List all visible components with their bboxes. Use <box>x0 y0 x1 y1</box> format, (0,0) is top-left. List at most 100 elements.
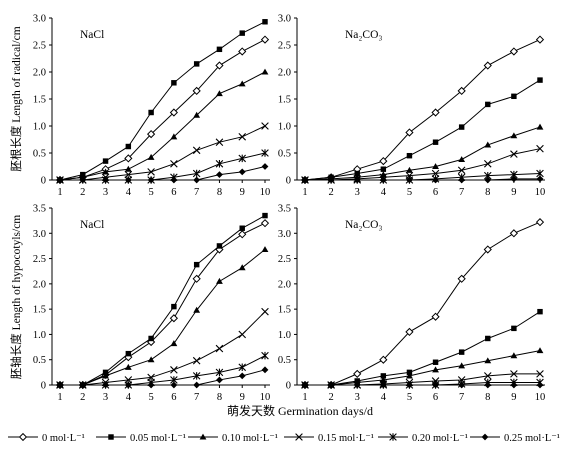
data-point <box>171 80 177 86</box>
data-point <box>170 366 178 374</box>
data-point <box>171 303 177 310</box>
data-point <box>432 176 439 184</box>
x-tick-label: 7 <box>194 392 199 403</box>
data-point <box>216 46 223 53</box>
data-point <box>147 168 155 176</box>
series-4 <box>56 122 269 184</box>
data-point <box>238 47 247 56</box>
y-axis-title-top: 胚根长度 Length of radical/cm <box>9 26 23 171</box>
y-tick-label: 1.5 <box>33 305 46 316</box>
legend-label: 0.25 mol·L⁻¹ <box>504 433 560 444</box>
legend-label: 0.15 mol·L⁻¹ <box>318 433 374 444</box>
x-tick-label: 5 <box>148 392 153 403</box>
data-point <box>193 381 201 389</box>
legend-entry: 0.15 mol·L⁻¹ <box>284 433 374 444</box>
data-point <box>432 139 439 145</box>
data-point <box>354 170 360 177</box>
data-point <box>510 381 518 389</box>
data-point <box>102 369 109 376</box>
data-point <box>170 160 178 168</box>
data-point <box>353 176 361 184</box>
data-point <box>56 381 64 389</box>
data-point <box>215 160 224 168</box>
legend-marker <box>18 432 28 442</box>
panel-label: Na₂CO₃ <box>345 219 382 231</box>
data-point <box>238 80 246 87</box>
data-point <box>261 122 269 130</box>
data-point <box>124 176 132 184</box>
legend-entry: 0.20 mol·L⁻¹ <box>378 433 468 444</box>
y-tick-label: 0.5 <box>33 355 46 366</box>
data-point <box>193 261 200 268</box>
data-point <box>192 372 201 380</box>
x-tick-label: 10 <box>260 187 271 198</box>
y-tick-label: 3.0 <box>33 14 46 25</box>
x-tick-label: 8 <box>217 392 222 403</box>
data-point <box>379 381 387 389</box>
data-point <box>406 166 413 173</box>
series-line <box>305 350 541 386</box>
x-tick-label: 9 <box>511 187 516 198</box>
data-point <box>193 306 201 313</box>
data-point <box>238 330 247 339</box>
data-point <box>102 381 109 389</box>
x-tick-label: 9 <box>240 392 245 403</box>
series-1 <box>300 35 545 185</box>
data-point <box>192 356 201 365</box>
legend-marker <box>389 433 397 441</box>
x-tick-label: 4 <box>126 392 132 403</box>
x-axis-title: 萌发天数 Germination days/d <box>227 403 373 418</box>
data-point <box>458 362 466 369</box>
data-point <box>432 381 439 389</box>
series-line <box>305 178 540 181</box>
series-3 <box>301 347 544 388</box>
x-tick-label: 2 <box>80 187 85 198</box>
x-tick-label: 4 <box>381 392 387 403</box>
data-point <box>260 219 270 228</box>
data-point <box>380 373 387 379</box>
data-point <box>509 47 518 56</box>
series-line <box>304 126 541 181</box>
x-tick-label: 10 <box>535 187 546 198</box>
series-4 <box>56 307 269 389</box>
x-tick-label: 1 <box>57 187 62 198</box>
x-tick-label: 2 <box>80 392 85 403</box>
y-tick-label: 3.0 <box>278 14 291 25</box>
y-tick-label: 0.5 <box>278 355 291 366</box>
x-tick-label: 6 <box>433 187 438 198</box>
series-line <box>60 369 266 386</box>
y-tick-label: 0 <box>286 381 291 392</box>
data-point <box>261 163 269 170</box>
y-tick-label: 2.0 <box>33 68 46 79</box>
data-point <box>102 158 109 164</box>
series-2 <box>57 19 268 183</box>
data-point <box>458 349 465 355</box>
y-tick-label: 1.5 <box>33 95 46 106</box>
data-point <box>301 381 309 389</box>
data-point <box>484 381 492 389</box>
data-point <box>431 169 440 178</box>
y-tick-label: 0 <box>41 176 46 187</box>
data-point <box>261 366 269 374</box>
data-point <box>261 246 269 253</box>
data-point <box>192 274 201 283</box>
x-tick-label: 4 <box>126 187 132 198</box>
data-point <box>238 133 247 141</box>
data-point <box>406 176 413 184</box>
x-tick-label: 3 <box>103 187 108 198</box>
data-point <box>170 340 178 347</box>
data-point <box>353 369 362 378</box>
data-point <box>102 176 109 184</box>
data-point <box>192 86 201 96</box>
data-point <box>483 245 492 254</box>
data-point <box>485 335 491 342</box>
y-tick-label: 2.5 <box>33 254 46 265</box>
data-point <box>536 370 544 378</box>
data-point <box>193 61 200 67</box>
series-6 <box>301 175 544 184</box>
chart-panel-3: 0 0.5 1.0 1.5 2.0 2.5 3.0 3.5 1 2 3 4 5 6 7 8 9 10 NaCl <box>33 204 270 404</box>
data-point <box>238 363 247 372</box>
series-line <box>60 249 266 386</box>
chart-panel-4: 0 0.5 1.0 1.5 2.0 2.5 3.0 3.5 1 2 3 4 5 6 7 8 9 10 Na₂CO₃ <box>278 204 545 404</box>
data-point <box>238 264 246 271</box>
